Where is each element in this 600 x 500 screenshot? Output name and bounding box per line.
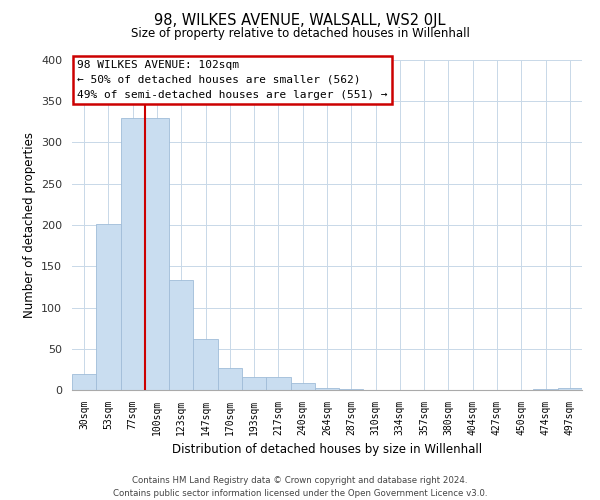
Bar (266, 377, 290, 390)
Bar (533, 389, 558, 390)
Bar (315, 388, 339, 390)
Bar (242, 377, 266, 390)
Bar (339, 389, 364, 390)
Bar (193, 339, 218, 390)
Bar (290, 384, 315, 390)
Text: 98, WILKES AVENUE, WALSALL, WS2 0JL: 98, WILKES AVENUE, WALSALL, WS2 0JL (154, 12, 446, 28)
Bar (169, 280, 193, 390)
Text: Contains HM Land Registry data © Crown copyright and database right 2024.
Contai: Contains HM Land Registry data © Crown c… (113, 476, 487, 498)
Bar (72, 374, 96, 390)
Text: 98 WILKES AVENUE: 102sqm
← 50% of detached houses are smaller (562)
49% of semi-: 98 WILKES AVENUE: 102sqm ← 50% of detach… (77, 60, 388, 100)
Bar (218, 368, 242, 390)
Bar (96, 224, 121, 390)
Bar (121, 118, 145, 390)
Y-axis label: Number of detached properties: Number of detached properties (23, 132, 35, 318)
X-axis label: Distribution of detached houses by size in Willenhall: Distribution of detached houses by size … (172, 444, 482, 456)
Bar (145, 118, 169, 390)
Bar (558, 388, 582, 390)
Text: Size of property relative to detached houses in Willenhall: Size of property relative to detached ho… (131, 28, 469, 40)
